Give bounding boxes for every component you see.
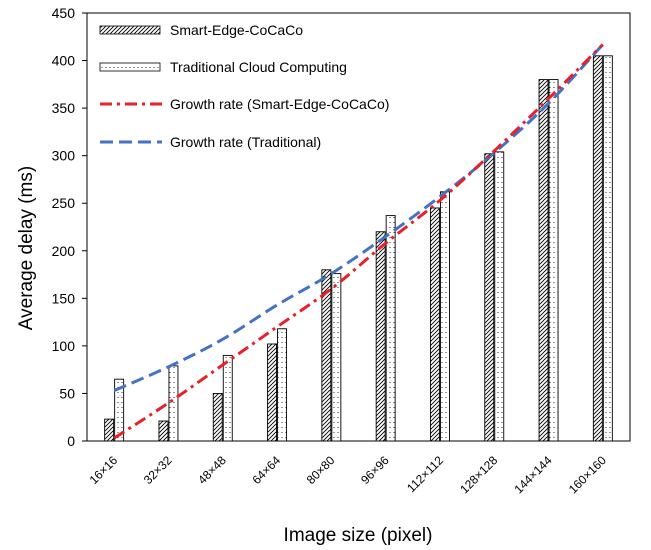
bar-traditional xyxy=(168,365,179,442)
x-tick-label: 64×64 xyxy=(249,453,283,487)
legend-item-growth-traditional: Growth rate (Traditional) xyxy=(100,134,321,150)
legend-label: Growth rate (Smart-Edge-CoCaCo) xyxy=(170,96,389,112)
bar-traditional xyxy=(385,215,396,442)
bar-smart-edge xyxy=(267,343,277,442)
bar-traditional xyxy=(114,378,125,442)
plot-frame xyxy=(86,12,631,442)
y-axis: 0 50 100 150 200 250 300 350 400 450 xyxy=(52,5,87,449)
legend-label: Growth rate (Traditional) xyxy=(170,134,321,150)
bar-traditional xyxy=(440,191,450,442)
legend-swatch-hatch xyxy=(99,25,161,35)
bar-smart-edge xyxy=(484,153,495,442)
x-tick-label: 48×48 xyxy=(195,453,229,487)
growth-line-traditional xyxy=(113,43,604,392)
x-tick-label: 128×128 xyxy=(457,453,500,496)
legend-item-traditional-cloud: Traditional Cloud Computing xyxy=(99,59,347,75)
bar-smart-edge xyxy=(212,392,223,442)
x-tick-label: 32×32 xyxy=(141,453,175,487)
y-tick-label: 0 xyxy=(67,433,75,449)
y-tick-label: 200 xyxy=(52,243,76,259)
y-tick-label: 400 xyxy=(52,53,76,69)
y-axis-title: Average delay (ms) xyxy=(16,166,37,330)
y-tick-label: 300 xyxy=(52,148,76,164)
bars xyxy=(104,55,613,442)
x-tick-label: 144×144 xyxy=(511,453,554,496)
x-axis-title: Image size (pixel) xyxy=(284,525,433,546)
legend-item-smart-edge-cocaco: Smart-Edge-CoCaCo xyxy=(99,22,303,38)
y-tick-label: 350 xyxy=(52,100,76,116)
series-lines xyxy=(113,43,604,440)
legend-item-growth-smart: Growth rate (Smart-Edge-CoCaCo) xyxy=(100,96,389,112)
y-tick-label: 450 xyxy=(52,5,76,21)
y-tick-label: 150 xyxy=(52,290,76,306)
y-tick-label: 250 xyxy=(52,195,76,211)
y-tick-label: 50 xyxy=(59,385,75,401)
y-tick-label: 100 xyxy=(52,338,76,354)
x-tick-label: 96×96 xyxy=(358,453,392,487)
bar-traditional xyxy=(602,55,613,442)
bar-smart-edge xyxy=(158,420,169,442)
bar-smart-edge xyxy=(104,418,115,442)
bar-smart-edge xyxy=(538,79,549,442)
bar-smart-edge xyxy=(375,231,386,442)
bar-traditional xyxy=(222,354,233,442)
legend-label: Smart-Edge-CoCaCo xyxy=(170,22,303,38)
x-tick-label: 16×16 xyxy=(87,453,121,487)
x-tick-label: 80×80 xyxy=(304,453,338,487)
bar-traditional xyxy=(277,328,287,442)
bar-traditional xyxy=(494,151,505,442)
bar-traditional xyxy=(548,79,559,442)
x-tick-label: 112×112 xyxy=(404,453,446,495)
bar-smart-edge xyxy=(430,207,440,442)
bar-smart-edge xyxy=(592,55,603,442)
x-tick-label: 160×160 xyxy=(566,453,609,496)
legend-swatch-dots xyxy=(99,62,161,72)
legend: Smart-Edge-CoCaCo Traditional Cloud Comp… xyxy=(99,22,389,150)
plot-area: 0 50 100 150 200 250 300 350 400 450 16×16 32×32 48… xyxy=(52,5,631,496)
legend-label: Traditional Cloud Computing xyxy=(170,59,347,75)
bar-smart-edge xyxy=(321,269,332,442)
bar-traditional xyxy=(331,273,342,442)
x-axis: 16×16 32×32 48×48 64×64 80×80 96×96 112×112 128… xyxy=(87,453,610,496)
